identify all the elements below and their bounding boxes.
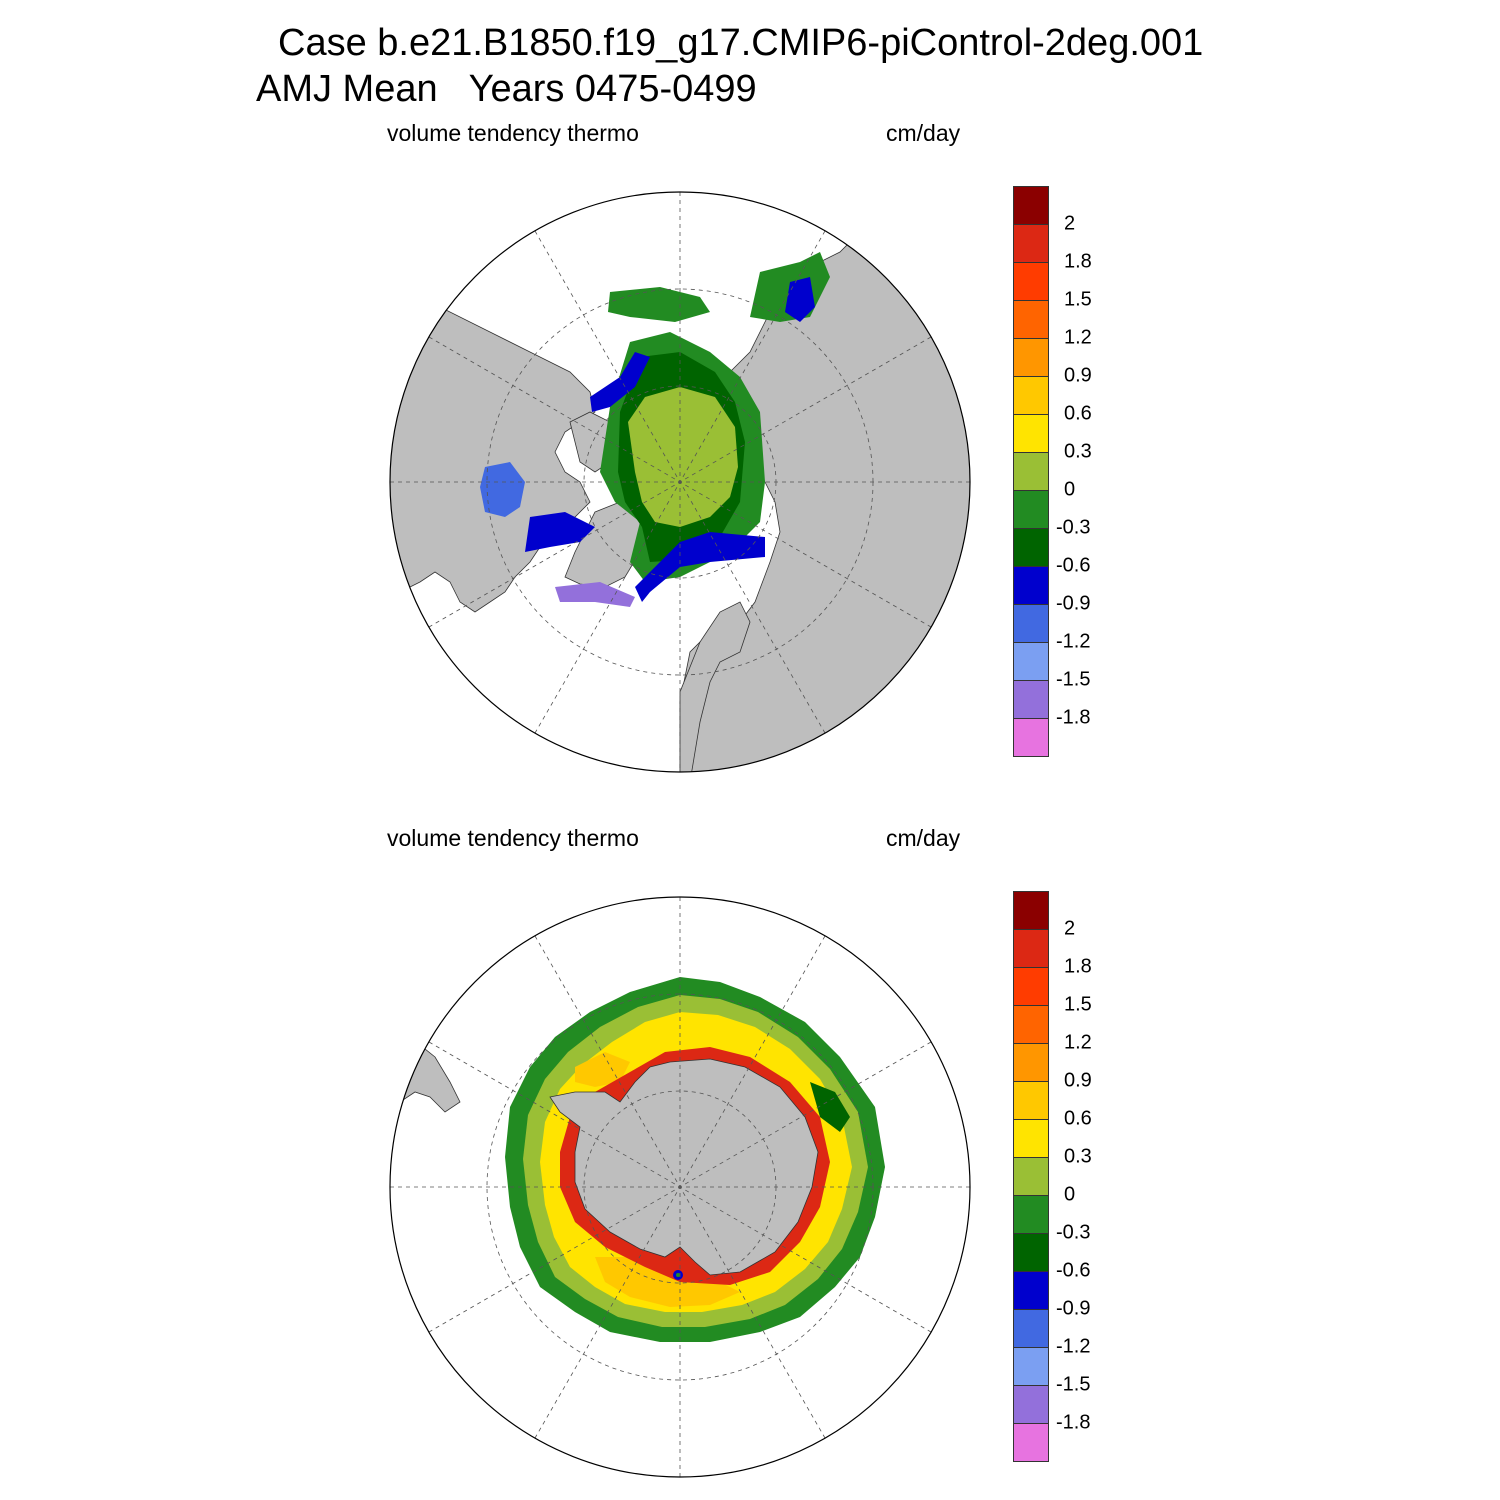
north-graticule	[390, 192, 970, 772]
north-colorbar-tick-label: 1.2	[1064, 326, 1092, 349]
south-ice-orange-ross	[575, 1052, 630, 1087]
north-colorbar-swatch	[1013, 491, 1049, 529]
south-colorbar-swatch	[1013, 1006, 1049, 1044]
north-colorbar-tick-label: -1.2	[1056, 630, 1091, 653]
south-colorbar-tick-label: 1.8	[1064, 955, 1092, 978]
south-colorbar-swatch	[1013, 1082, 1049, 1120]
north-colorbar-tick-label: -0.9	[1056, 592, 1091, 615]
south-units-label: cm/day	[886, 825, 961, 851]
south-colorbar-swatch	[1013, 1196, 1049, 1234]
north-colorbar-swatch	[1013, 377, 1049, 415]
north-ice-center	[628, 387, 738, 527]
south-colorbar-swatch	[1013, 930, 1049, 968]
main-title-line1: Case b.e21.B1850.f19_g17.CMIP6-piControl…	[278, 22, 1204, 64]
north-colorbar-tick-label: 1.8	[1064, 250, 1092, 273]
north-colorbar-swatch	[1013, 681, 1049, 719]
north-ice-blue-hudson	[480, 462, 525, 517]
south-colorbar-tick-label: -1.2	[1056, 1335, 1091, 1358]
south-colorbar-swatch	[1013, 1386, 1049, 1424]
north-colorbar-swatch	[1013, 453, 1049, 491]
south-colorbar-swatch	[1013, 968, 1049, 1006]
north-ice-blue-bering	[590, 352, 650, 412]
north-colorbar-tick-label: 0.3	[1064, 440, 1092, 463]
north-colorbar-swatch	[1013, 339, 1049, 377]
north-map-svg	[389, 191, 971, 773]
south-colorbar-tick-label: -1.5	[1056, 1373, 1091, 1396]
south-map-svg	[389, 896, 971, 1478]
south-colorbar-swatch	[1013, 1272, 1049, 1310]
south-colorbar-tick-label: -0.6	[1056, 1259, 1091, 1282]
north-ice-blue-atlantic	[635, 532, 765, 602]
main-title-line2: AMJ Mean Years 0475-0499	[256, 68, 757, 110]
north-colorbar-swatch	[1013, 186, 1049, 225]
north-colorbar-tick-label: 2	[1064, 212, 1076, 235]
north-colorbar-swatch	[1013, 643, 1049, 681]
north-colorbar-swatch	[1013, 415, 1049, 453]
north-map-frame	[389, 191, 971, 773]
north-colorbar-tick-label: -1.8	[1056, 706, 1091, 729]
north-colorbar-tick-label: -0.6	[1056, 554, 1091, 577]
north-colorbar-swatch	[1013, 301, 1049, 339]
south-polar-map	[380, 887, 980, 1487]
north-colorbar-tick-label: -0.3	[1056, 516, 1091, 539]
south-colorbar-swatch	[1013, 1044, 1049, 1082]
south-colorbar-tick-label: 0.6	[1064, 1107, 1092, 1130]
north-ice-blue-baffin	[525, 512, 595, 552]
north-colorbar-swatch	[1013, 225, 1049, 263]
north-ice-okhotsk-blue	[785, 277, 815, 322]
south-colorbar-tick-label: 2	[1064, 917, 1076, 940]
north-colorbar-swatch	[1013, 605, 1049, 643]
south-land-antarctica	[549, 1058, 819, 1276]
south-colorbar-swatch	[1013, 1310, 1049, 1348]
north-colorbar-tick-label: 0.9	[1064, 364, 1092, 387]
south-graticule	[390, 897, 970, 1477]
north-units-label: cm/day	[886, 120, 961, 146]
south-colorbar-tick-label: 0.9	[1064, 1069, 1092, 1092]
south-colorbar-tick-label: -1.8	[1056, 1411, 1091, 1434]
south-colorbar-swatch	[1013, 1120, 1049, 1158]
south-colorbar	[1013, 891, 1049, 1462]
south-colorbar-tick-label: 0	[1064, 1183, 1076, 1206]
north-colorbar-tick-label: -1.5	[1056, 668, 1091, 691]
north-colorbar-swatch	[1013, 263, 1049, 301]
south-colorbar-tick-label: -0.3	[1056, 1221, 1091, 1244]
north-colorbar-swatch	[1013, 719, 1049, 757]
south-colorbar-swatch	[1013, 1348, 1049, 1386]
north-colorbar-swatch	[1013, 529, 1049, 567]
north-colorbar-swatch	[1013, 567, 1049, 605]
south-left-label: volume tendency thermo	[387, 825, 639, 851]
south-colorbar-swatch	[1013, 1424, 1049, 1462]
south-colorbar-tick-label: 1.2	[1064, 1031, 1092, 1054]
south-colorbar-tick-label: 0.3	[1064, 1145, 1092, 1168]
north-colorbar-tick-label: 0.6	[1064, 402, 1092, 425]
north-ice-bering-green	[608, 287, 710, 322]
north-colorbar-tick-label: 0	[1064, 478, 1076, 501]
north-left-label: volume tendency thermo	[387, 120, 639, 146]
south-colorbar-tick-label: -0.9	[1056, 1297, 1091, 1320]
north-colorbar-tick-label: 1.5	[1064, 288, 1092, 311]
south-colorbar-tick-label: 1.5	[1064, 993, 1092, 1016]
south-ice-dark-green-east	[810, 1082, 850, 1132]
south-colorbar-swatch	[1013, 891, 1049, 930]
north-polar-map	[380, 182, 980, 782]
north-colorbar	[1013, 186, 1049, 757]
north-ice-labrador	[555, 582, 635, 607]
north-land-scandinavia	[679, 601, 751, 772]
south-map-frame	[389, 896, 971, 1478]
south-colorbar-swatch	[1013, 1234, 1049, 1272]
south-colorbar-swatch	[1013, 1158, 1049, 1196]
